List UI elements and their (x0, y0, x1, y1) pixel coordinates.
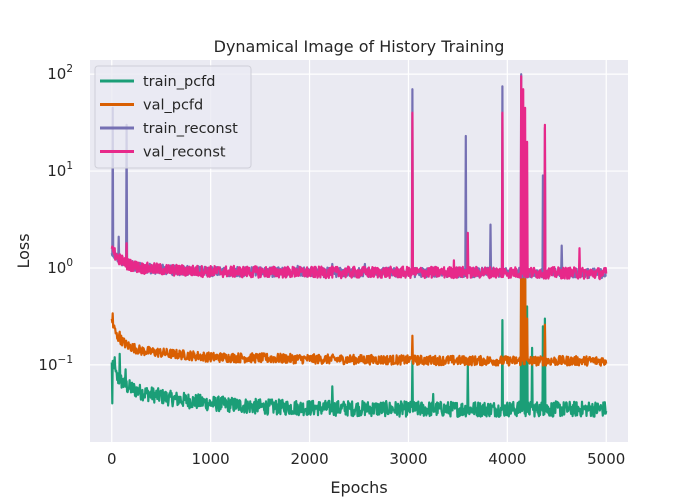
series-line-val_reconst (110, 75, 608, 281)
legend-label-val_pcfd: val_pcfd (143, 98, 203, 114)
y-tick-base: 10 (47, 259, 66, 277)
y-tick-base: 10 (47, 162, 66, 180)
x-tick-label: 4000 (488, 450, 526, 468)
y-tick-base: 10 (38, 356, 57, 374)
y-tick-exponent: 0 (66, 257, 73, 269)
y-tick-label: 10−1 (38, 354, 73, 374)
chart-title: Dynamical Image of History Training (214, 37, 505, 56)
legend-label-train_reconst: train_reconst (143, 121, 238, 137)
y-tick-label: 101 (47, 160, 73, 180)
x-tick-label: 0 (107, 450, 117, 468)
x-axis-label: Epochs (330, 478, 387, 497)
y-tick-exponent: 1 (66, 160, 73, 172)
x-tick-label: 2000 (290, 450, 328, 468)
y-tick-exponent: 2 (66, 63, 73, 75)
series-lines (110, 73, 608, 418)
legend-box (94, 65, 252, 169)
x-tick-label: 5000 (587, 450, 625, 468)
x-tick-label: 3000 (389, 450, 427, 468)
legend: train_pcfd val_pcfd train_reconst val_recon… (94, 65, 252, 169)
legend-label-val_reconst: val_reconst (143, 145, 226, 161)
y-tick-base: 10 (47, 65, 66, 83)
series-line-train_pcfd (110, 249, 608, 418)
legend-label-train_pcfd: train_pcfd (143, 74, 216, 90)
y-tick-label: 100 (47, 257, 73, 277)
y-axis-label: Loss (14, 233, 33, 268)
x-tick-label: 1000 (192, 450, 230, 468)
y-tick-label: 102 (47, 63, 73, 83)
series-line-val_pcfd (110, 199, 608, 367)
y-tick-exponent: −1 (58, 354, 73, 366)
